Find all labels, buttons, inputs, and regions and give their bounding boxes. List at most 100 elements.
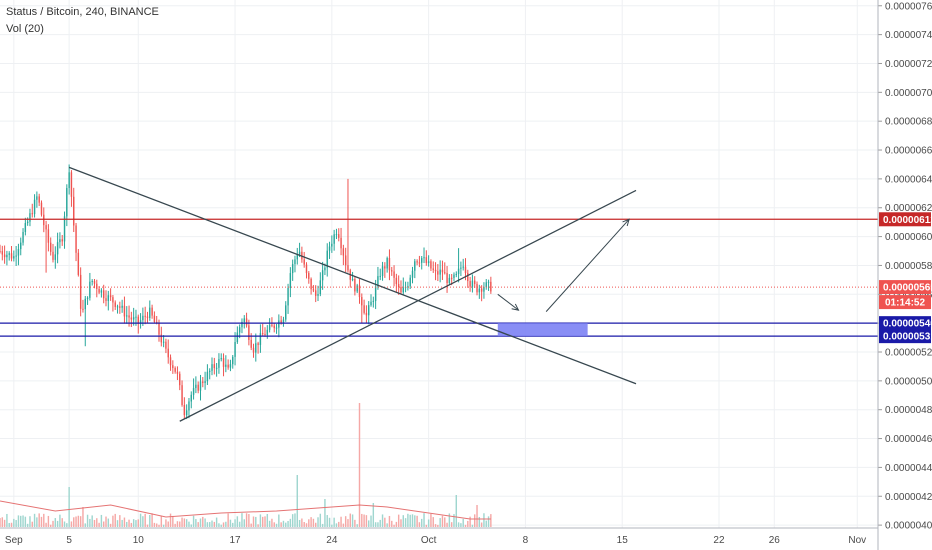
volume-bar bbox=[287, 521, 289, 527]
volume-legend[interactable]: Vol (20) bbox=[6, 23, 44, 35]
candle-body bbox=[485, 282, 487, 288]
time-axis[interactable]: Sep 5 10 17 24 Oct 8 15 22 26 Nov bbox=[0, 527, 878, 546]
candle bbox=[303, 251, 305, 268]
candle-body bbox=[303, 259, 305, 265]
candle-body bbox=[220, 358, 222, 360]
candle-body bbox=[427, 261, 430, 264]
volume-bar bbox=[208, 522, 211, 527]
candle-body bbox=[79, 274, 82, 309]
candle bbox=[229, 359, 232, 372]
volume-bar bbox=[298, 519, 301, 527]
volume-bar bbox=[1, 517, 4, 527]
candle bbox=[427, 255, 430, 267]
candle-body bbox=[282, 319, 285, 323]
candle bbox=[487, 279, 490, 291]
candle-body bbox=[190, 394, 192, 402]
volume-bar bbox=[149, 515, 151, 527]
volume-bar bbox=[326, 515, 328, 527]
candle bbox=[471, 274, 474, 293]
candle-body bbox=[344, 255, 347, 266]
target-zone[interactable] bbox=[497, 323, 588, 337]
candle-body bbox=[395, 277, 398, 285]
candle-body bbox=[250, 339, 252, 348]
candle bbox=[282, 316, 285, 327]
candle bbox=[86, 296, 89, 305]
candle bbox=[172, 360, 174, 374]
candle bbox=[273, 323, 275, 333]
volume-bar bbox=[469, 516, 471, 527]
candle-body bbox=[457, 268, 460, 274]
price-tick-label: 0.00000760 bbox=[885, 1, 932, 12]
candle bbox=[162, 335, 165, 348]
volume-bar bbox=[354, 519, 356, 527]
time-tick-label: Nov bbox=[848, 535, 866, 546]
volume-bar bbox=[490, 514, 492, 527]
candle bbox=[82, 299, 84, 313]
horizontal-levels[interactable] bbox=[0, 218, 878, 337]
time-tick-label: 5 bbox=[66, 535, 72, 546]
candle bbox=[79, 267, 82, 317]
candle bbox=[340, 227, 342, 256]
down-arrow-shaft bbox=[497, 293, 519, 311]
volume-bar bbox=[358, 403, 361, 527]
candle-body bbox=[310, 278, 312, 290]
candle-body bbox=[342, 248, 345, 256]
candle-body bbox=[434, 269, 437, 272]
volume-bar bbox=[144, 513, 146, 527]
candle-body bbox=[351, 279, 354, 281]
volume-bar bbox=[248, 514, 250, 527]
volume-bar bbox=[172, 515, 174, 527]
volume-bar bbox=[363, 514, 365, 527]
candle-body bbox=[407, 286, 409, 288]
volume-bar bbox=[183, 518, 186, 527]
candle bbox=[257, 341, 259, 354]
candle-body bbox=[241, 321, 243, 328]
candle bbox=[476, 281, 478, 296]
volume-bar bbox=[105, 516, 107, 527]
volume-bar bbox=[139, 513, 142, 527]
volume-bar bbox=[13, 518, 15, 527]
volume-bar bbox=[109, 523, 112, 527]
candle bbox=[446, 266, 448, 293]
candle-body bbox=[135, 316, 137, 318]
candle bbox=[312, 285, 315, 293]
candle bbox=[1, 245, 4, 261]
candle bbox=[255, 333, 257, 362]
candle-body bbox=[356, 285, 358, 292]
candle-body bbox=[6, 254, 8, 258]
volume-bar bbox=[245, 513, 248, 527]
interval-label: 240 bbox=[85, 6, 104, 18]
candle bbox=[40, 200, 43, 217]
symbol-legend[interactable]: Status / Bitcoin, 240, BINANCE bbox=[6, 6, 159, 18]
time-tick-label: 26 bbox=[769, 535, 781, 546]
volume-bar bbox=[485, 520, 487, 527]
candle bbox=[342, 244, 345, 266]
volume-bar bbox=[114, 513, 116, 527]
candle-body bbox=[73, 196, 75, 226]
candle bbox=[112, 295, 114, 312]
candle bbox=[73, 187, 75, 233]
candle bbox=[393, 265, 395, 287]
volume-bar bbox=[20, 515, 22, 527]
candle bbox=[363, 299, 365, 315]
volume-bar bbox=[227, 513, 229, 527]
candle bbox=[167, 339, 169, 364]
volume-bar bbox=[453, 514, 455, 527]
candle bbox=[114, 300, 116, 310]
candle bbox=[289, 267, 292, 298]
candle bbox=[347, 178, 349, 273]
time-tick-label: 22 bbox=[713, 535, 725, 546]
drawing-tools[interactable] bbox=[68, 166, 637, 422]
candle bbox=[220, 353, 222, 362]
candle bbox=[126, 306, 128, 324]
candle bbox=[439, 260, 441, 283]
candle bbox=[188, 398, 190, 419]
candle bbox=[174, 366, 176, 374]
candle-body bbox=[234, 342, 236, 357]
candle bbox=[483, 282, 485, 299]
volume-moving-average bbox=[0, 500, 491, 520]
candle bbox=[448, 274, 451, 285]
